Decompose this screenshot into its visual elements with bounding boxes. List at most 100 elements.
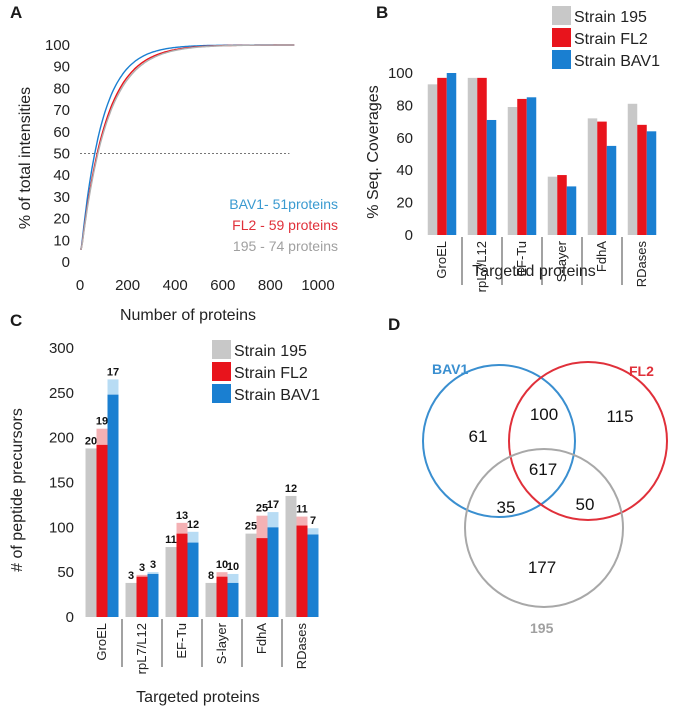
panel-c-data-label: 17: [107, 366, 119, 378]
panel-b-bar: [627, 103, 638, 235]
panel-a-series-195: [80, 44, 295, 250]
panel-b-bar: [477, 77, 487, 235]
panel-b-category-label: FdhA: [594, 241, 609, 272]
legend-swatch-195: [212, 340, 231, 359]
panel-b-bar: [427, 84, 438, 235]
venn-label-195: 195: [530, 620, 554, 636]
panel-a-annotation-fl2: FL2 - 59 proteins: [232, 217, 338, 233]
panel-c-ytick: 300: [49, 340, 74, 357]
panel-c-bar-extent: [176, 522, 188, 534]
legend-swatch-bav1: [212, 384, 231, 403]
panel-c-category-label: S-layer: [214, 622, 229, 664]
panel-c-bar: [307, 534, 319, 617]
legend-label-195: Strain 195: [234, 343, 307, 360]
panel-a-xtick: 0: [76, 277, 84, 294]
panel-c-bar: [96, 444, 108, 617]
panel-a-ytick: 30: [53, 189, 70, 206]
panel-b-bar: [446, 73, 457, 235]
panel-c-bar: [165, 547, 177, 617]
panel-c-bar-extent: [187, 531, 199, 543]
panel-b-ytick: 100: [388, 65, 413, 82]
panel-c-bar: [285, 495, 297, 617]
panel-b-bar: [517, 98, 527, 235]
panel-c-bar-extent: [136, 574, 148, 577]
panel-b-bar: [526, 97, 537, 235]
panel-c-xlabel: Targeted proteins: [136, 689, 260, 706]
panel-c-bar-extent: [296, 516, 308, 526]
panel-c-data-label: 8: [208, 570, 214, 582]
panel-c-data-label: 11: [165, 534, 177, 546]
panel-c-bar: [107, 394, 119, 617]
panel-c-ytick: 50: [57, 564, 74, 581]
legend-label-195: Strain 195: [574, 9, 647, 26]
panel-a-ytick: 100: [45, 37, 70, 54]
panel-b-ytick: 80: [396, 97, 413, 114]
panel-a-xtick: 200: [115, 277, 140, 294]
panel-a-xtick: 800: [258, 277, 283, 294]
panel-c-data-label: 3: [139, 562, 145, 574]
panel-c-bar: [227, 582, 239, 617]
panel-a-ytick: 0: [62, 254, 70, 271]
panel-c-ytick: 0: [66, 609, 74, 626]
panel-c-ytick: 150: [49, 475, 74, 492]
panel-c-category-label: EF-Tu: [174, 623, 189, 659]
panel-b-bar: [646, 131, 657, 235]
panel-b-category-label: EF-Tu: [514, 241, 529, 277]
panel-a-ytick: 40: [53, 167, 70, 184]
panel-b-bar: [547, 176, 558, 235]
panel-c-bar: [256, 538, 268, 617]
venn-label-fl2: FL2: [629, 363, 654, 379]
panel-a: % of total intensities Number of protein…: [17, 37, 338, 324]
panel-b-bar: [437, 77, 447, 235]
panel-c-bar: [216, 576, 228, 617]
venn-circle-fl2: [508, 361, 668, 521]
panel-b-bar: [606, 145, 617, 235]
panel-a-annotation-bav1: BAV1- 51proteins: [229, 196, 338, 212]
panel-c-bar: [85, 448, 97, 617]
panel-c-data-label: 25: [245, 521, 257, 533]
venn-count-fl2-only: 115: [606, 407, 633, 426]
legend-label-fl2: Strain FL2: [234, 365, 308, 382]
panel-b-bar: [587, 118, 598, 235]
venn-count-fl2-195: 50: [576, 495, 595, 514]
venn-circle-bav1: [422, 364, 576, 518]
panel-c-bar: [187, 542, 199, 617]
panel-c-ytick: 100: [49, 519, 74, 536]
panel-b-category-label: S-layer: [554, 240, 569, 282]
legend-label-fl2: Strain FL2: [574, 31, 648, 48]
panel-b-ytick: 20: [396, 195, 413, 212]
panel-c-data-label: 10: [216, 559, 228, 571]
panel-c-bar: [136, 576, 148, 617]
venn-label-bav1: BAV1: [432, 361, 469, 377]
panel-c-data-label: 3: [128, 570, 134, 582]
panel-b-bar: [507, 107, 518, 235]
legend-swatch-bav1: [552, 50, 571, 69]
panel-a-xtick: 400: [163, 277, 188, 294]
panel-c-data-label: 20: [85, 435, 97, 447]
panel-c-data-label: 7: [310, 515, 316, 527]
panel-c-data-label: 13: [176, 510, 188, 522]
panel-a-letter: A: [10, 3, 22, 22]
panel-c-data-label: 12: [285, 483, 297, 495]
panel-c: # of peptide precursors Targeted protein…: [9, 340, 320, 706]
panel-b-bar: [486, 119, 497, 235]
panel-b-letter: B: [376, 3, 388, 22]
panel-c-bar-extent: [256, 515, 268, 539]
legend-label-bav1: Strain BAV1: [234, 387, 320, 404]
panel-c-bar: [147, 573, 159, 617]
panel-c-bar-extent: [147, 572, 159, 574]
panel-c-data-label: 10: [227, 561, 239, 573]
panel-a-ytick: 20: [53, 211, 70, 228]
panel-c-data-label: 11: [296, 504, 308, 516]
panel-c-category-label: FdhA: [254, 623, 269, 654]
panel-a-ytick: 50: [53, 146, 70, 163]
panel-c-bar: [267, 527, 279, 617]
panel-a-xlabel: Number of proteins: [120, 307, 256, 324]
panel-a-ylabel: % of total intensities: [17, 87, 34, 229]
panel-b-ytick: 0: [405, 227, 413, 244]
panel-c-bar: [205, 582, 217, 617]
panel-b-bar: [566, 186, 577, 235]
panel-a-ytick: 80: [53, 80, 70, 97]
panel-b: % Seq. Coverages Targeted proteins Strai…: [365, 6, 660, 292]
